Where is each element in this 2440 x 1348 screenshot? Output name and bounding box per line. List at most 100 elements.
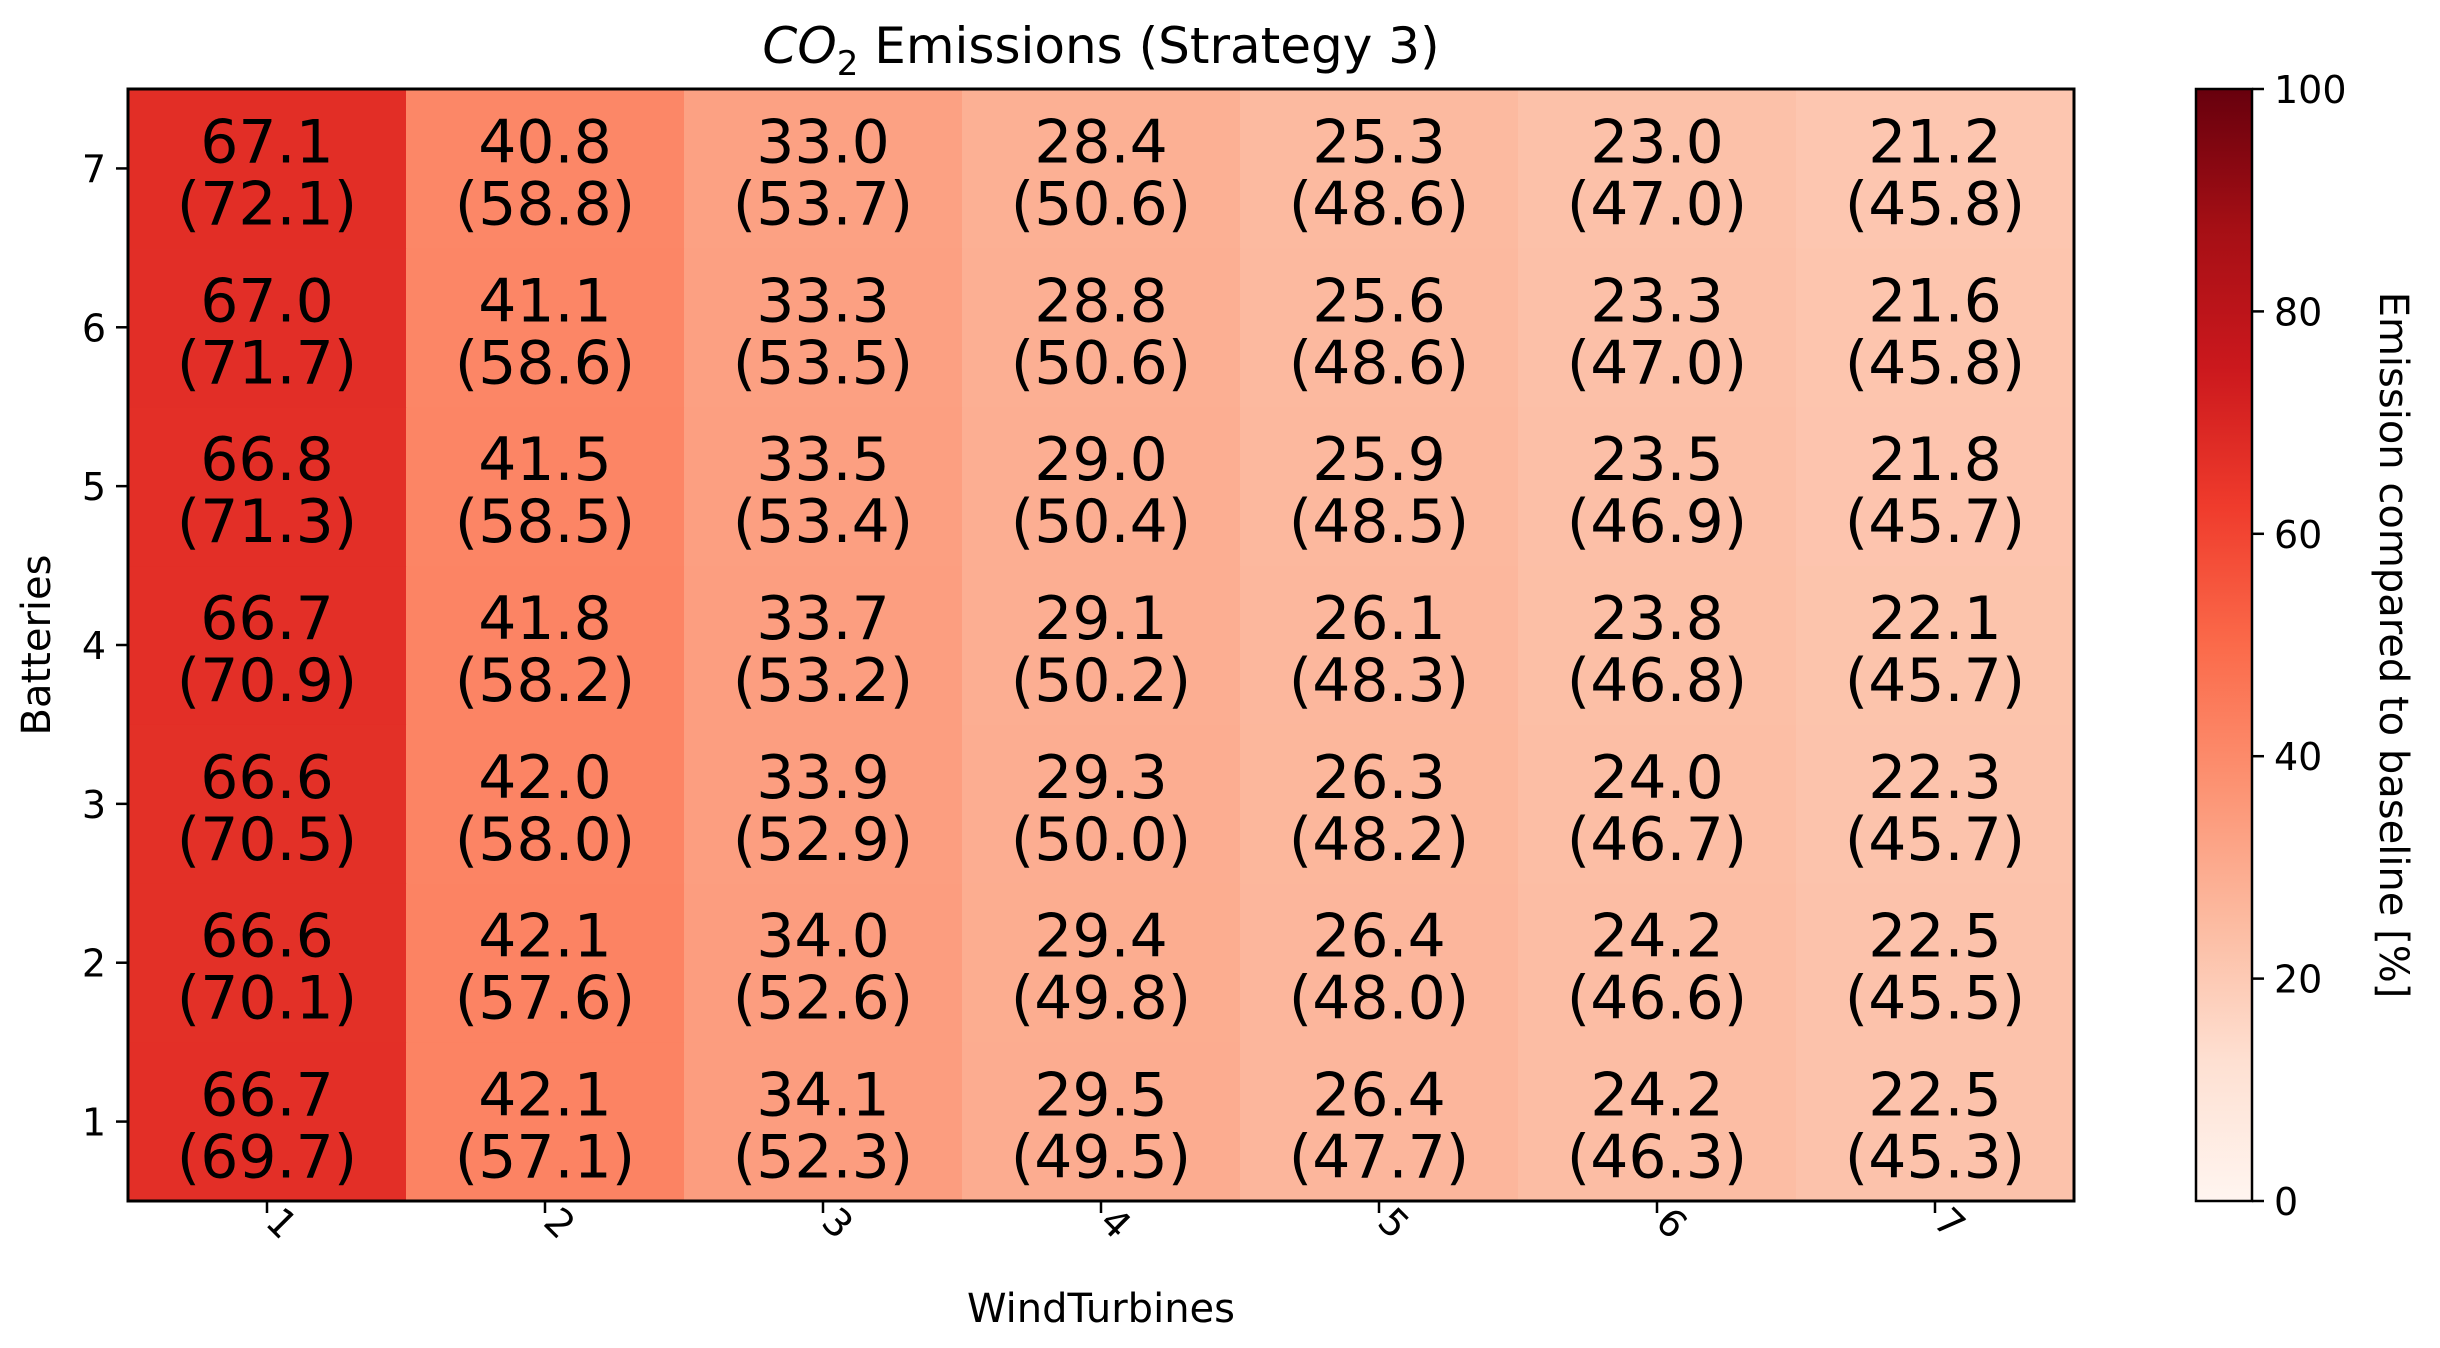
- cell-value-label: 29.1: [1034, 584, 1168, 654]
- cell-secondary-label: (46.3): [1567, 1123, 1747, 1193]
- cell-secondary-label: (69.7): [177, 1123, 357, 1193]
- heatmap-cell: [1240, 247, 1519, 408]
- cell-value-label: 23.8: [1590, 584, 1724, 654]
- x-tick-label: 1: [258, 1199, 306, 1247]
- heatmap-cell: [962, 724, 1241, 884]
- cell-secondary-label: (50.4): [1011, 487, 1191, 557]
- cell-value-label: 21.8: [1868, 425, 2002, 495]
- heatmap-cell: [1240, 89, 1519, 249]
- y-tick-label: 5: [82, 465, 106, 509]
- cell-value-label: 22.5: [1868, 1061, 2002, 1131]
- cell-value-label: 33.0: [756, 107, 890, 177]
- heatmap-cell: [1796, 247, 2075, 408]
- cell-secondary-label: (47.0): [1567, 169, 1747, 239]
- y-tick-label: 4: [82, 624, 106, 668]
- heatmap-cell: [684, 406, 963, 567]
- heatmap-cell: [1240, 565, 1519, 725]
- heatmap-cell: [406, 1042, 685, 1202]
- cell-secondary-label: (70.1): [177, 964, 357, 1034]
- cell-value-label: 25.9: [1312, 425, 1446, 495]
- colorbar-tick-label: 100: [2274, 68, 2347, 112]
- heatmap-cell: [1796, 565, 2075, 725]
- cell-value-label: 42.1: [478, 1061, 612, 1131]
- cell-secondary-label: (48.6): [1289, 328, 1469, 398]
- cell-secondary-label: (71.7): [177, 328, 357, 398]
- cell-secondary-label: (46.8): [1567, 646, 1747, 716]
- cell-secondary-label: (48.0): [1289, 964, 1469, 1034]
- cell-value-label: 29.4: [1034, 902, 1168, 972]
- cell-secondary-label: (45.8): [1845, 169, 2025, 239]
- colorbar-tick-label: 80: [2274, 290, 2322, 334]
- cell-secondary-label: (52.6): [733, 964, 913, 1034]
- heatmap-cell: [962, 883, 1241, 1043]
- cell-value-label: 24.2: [1590, 1061, 1724, 1131]
- cell-secondary-label: (53.7): [733, 169, 913, 239]
- heatmap-cell: [406, 406, 685, 567]
- cell-secondary-label: (50.0): [1011, 805, 1191, 875]
- cell-secondary-label: (50.2): [1011, 646, 1191, 716]
- colorbar-label: Emission compared to baseline [%]: [2370, 292, 2416, 999]
- heatmap-cell: [1796, 883, 2075, 1043]
- y-tick-label: 3: [82, 783, 106, 827]
- cell-value-label: 34.1: [756, 1061, 890, 1131]
- heatmap-cell: [128, 406, 407, 567]
- cell-secondary-label: (46.9): [1567, 487, 1747, 557]
- cell-secondary-label: (52.9): [733, 805, 913, 875]
- cell-secondary-label: (45.3): [1845, 1123, 2025, 1193]
- heatmap-cell: [1796, 406, 2075, 567]
- cell-secondary-label: (47.7): [1289, 1123, 1469, 1193]
- heatmap-cell: [1240, 1042, 1519, 1202]
- heatmap-cell: [128, 89, 407, 249]
- cell-value-label: 67.1: [200, 107, 334, 177]
- heatmap-cell: [684, 247, 963, 408]
- cell-value-label: 29.0: [1034, 425, 1168, 495]
- x-axis-label: WindTurbines: [967, 1286, 1235, 1332]
- cell-value-label: 23.0: [1590, 107, 1724, 177]
- heatmap-cell: [128, 565, 407, 725]
- heatmap-cell: [1518, 724, 1797, 884]
- chart-title: CO2 Emissions (Strategy 3): [762, 17, 1439, 84]
- cell-secondary-label: (48.2): [1289, 805, 1469, 875]
- cell-value-label: 21.6: [1868, 266, 2002, 336]
- cell-value-label: 25.6: [1312, 266, 1446, 336]
- cell-value-label: 24.2: [1590, 902, 1724, 972]
- heatmap-cell: [1518, 247, 1797, 408]
- cell-secondary-label: (47.0): [1567, 328, 1747, 398]
- cell-secondary-label: (50.6): [1011, 169, 1191, 239]
- heatmap-cell: [1518, 1042, 1797, 1202]
- y-tick-label: 1: [82, 1101, 106, 1145]
- heatmap-cell: [1518, 883, 1797, 1043]
- cell-secondary-label: (49.8): [1011, 964, 1191, 1034]
- cell-value-label: 34.0: [756, 902, 890, 972]
- cell-value-label: 33.7: [756, 584, 890, 654]
- cell-secondary-label: (53.2): [733, 646, 913, 716]
- heatmap-cell: [1518, 406, 1797, 567]
- cell-secondary-label: (45.7): [1845, 646, 2025, 716]
- cell-secondary-label: (46.7): [1567, 805, 1747, 875]
- cell-secondary-label: (58.6): [455, 328, 635, 398]
- x-tick-label: 3: [814, 1199, 862, 1247]
- cell-secondary-label: (50.6): [1011, 328, 1191, 398]
- cell-value-label: 41.8: [478, 584, 612, 654]
- y-axis-label: Batteries: [14, 555, 60, 736]
- cell-secondary-label: (52.3): [733, 1123, 913, 1193]
- cell-secondary-label: (45.7): [1845, 487, 2025, 557]
- x-tick-label: 5: [1370, 1199, 1418, 1247]
- cell-value-label: 22.3: [1868, 743, 2002, 813]
- cell-value-label: 21.2: [1868, 107, 2002, 177]
- heatmap-cell: [128, 883, 407, 1043]
- cell-value-label: 26.4: [1312, 902, 1446, 972]
- cell-secondary-label: (53.4): [733, 487, 913, 557]
- cell-secondary-label: (70.9): [177, 646, 357, 716]
- heatmap-cell: [684, 883, 963, 1043]
- cell-secondary-label: (58.8): [455, 169, 635, 239]
- heatmap-cell: [684, 1042, 963, 1202]
- heatmap-cell: [406, 724, 685, 884]
- cell-value-label: 28.8: [1034, 266, 1168, 336]
- y-tick-label: 6: [82, 306, 106, 350]
- cell-value-label: 66.6: [200, 902, 334, 972]
- cell-secondary-label: (48.6): [1289, 169, 1469, 239]
- heatmap-cell: [962, 89, 1241, 249]
- heatmap-cell: [1240, 883, 1519, 1043]
- cell-value-label: 33.9: [756, 743, 890, 813]
